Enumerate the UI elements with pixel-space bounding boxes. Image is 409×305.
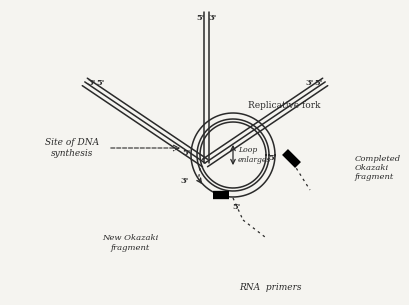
Text: 5': 5' [182,149,191,157]
Text: 5': 5' [96,79,104,87]
Text: RNA  primers: RNA primers [238,282,301,292]
Text: Site of DNA
synthesis: Site of DNA synthesis [45,138,99,158]
Text: 5': 5' [314,79,322,87]
Text: 3': 3' [305,79,313,87]
Text: 5': 5' [196,14,204,22]
Text: 3': 3' [87,79,95,87]
Text: Replicative fork: Replicative fork [247,101,320,109]
Text: 5': 5' [232,203,240,211]
Text: New Okazaki
fragment: New Okazaki fragment [101,235,158,252]
Text: 3': 3' [180,177,188,185]
Text: 5': 5' [268,154,276,162]
Text: Loop
enlarges: Loop enlarges [237,146,271,163]
Text: Completed
Okazaki
fragment: Completed Okazaki fragment [354,155,400,181]
Text: 3': 3' [208,14,217,22]
